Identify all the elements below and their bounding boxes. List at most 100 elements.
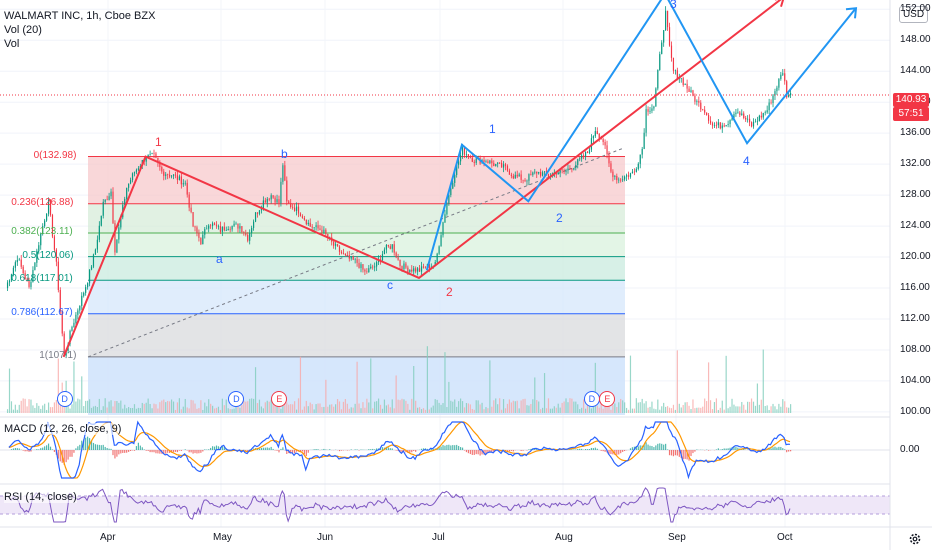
candle-body <box>700 102 702 110</box>
volume-bar <box>469 404 471 413</box>
dividend-marker[interactable]: D <box>228 391 245 407</box>
volume-bar <box>376 401 378 413</box>
candle-body <box>659 54 661 70</box>
earnings-marker[interactable]: E <box>271 391 288 407</box>
macd-histogram-bar <box>28 450 30 452</box>
candle-body <box>711 123 714 126</box>
macd-histogram-bar <box>579 448 581 450</box>
candle-body <box>473 161 475 163</box>
volume-bar <box>208 399 210 413</box>
candle-body <box>692 90 694 96</box>
macd-histogram-bar <box>368 449 370 450</box>
rsi-legend[interactable]: RSI (14, close) <box>4 491 77 503</box>
candle-body <box>333 241 335 246</box>
volume-bar <box>727 408 729 413</box>
volume-bar <box>526 405 528 413</box>
candle-body <box>372 266 374 268</box>
volume-bar <box>163 399 165 413</box>
candle-body <box>297 206 300 214</box>
candle-body <box>625 175 628 177</box>
candle-body <box>120 217 122 228</box>
macd-histogram-bar <box>620 450 622 454</box>
volume-bar <box>602 408 604 413</box>
macd-histogram-bar <box>672 450 675 457</box>
candle-body <box>766 110 768 113</box>
volume-bar <box>487 408 489 413</box>
volume-bar <box>299 356 302 413</box>
candle-body <box>342 253 345 254</box>
rsi-pane <box>0 487 890 523</box>
candle-body <box>323 229 325 233</box>
volume-bar <box>387 404 389 413</box>
candle-body <box>413 268 415 272</box>
macd-histogram-bar <box>51 449 54 450</box>
volume-bar <box>233 408 235 413</box>
candle-body <box>719 122 721 129</box>
volume-bar <box>584 408 587 413</box>
symbol-title[interactable]: WALMART INC, 1h, Cboe BZX <box>4 10 156 22</box>
volume-bar <box>159 402 161 413</box>
volume-bar <box>504 408 507 413</box>
candle-body <box>458 161 460 165</box>
candle-body <box>631 171 634 174</box>
volume-bar <box>174 409 177 413</box>
dividend-marker[interactable]: D <box>583 391 600 407</box>
volume-bar <box>73 361 75 413</box>
macd-legend[interactable]: MACD (12, 26, close, 9) <box>4 423 122 435</box>
macd-histogram-bar <box>260 447 263 450</box>
candle-body <box>272 195 274 198</box>
volume-bar <box>100 409 102 413</box>
candle-body <box>672 57 675 71</box>
macd-histogram-bar <box>165 450 167 454</box>
volume-bar <box>59 399 61 413</box>
candle-body <box>200 237 202 245</box>
price-tick-label: 104.00 <box>900 374 931 386</box>
volume-legend: Vol (20) <box>4 24 42 36</box>
volume-bar <box>778 403 780 413</box>
volume-bar <box>424 409 427 413</box>
volume-bar <box>454 399 456 413</box>
macd-histogram-bar <box>295 450 298 452</box>
candle-body <box>721 125 723 129</box>
volume-bar <box>245 401 247 413</box>
candle-body <box>680 78 682 79</box>
candle-body <box>299 213 302 217</box>
volume-bar <box>405 400 407 413</box>
settings-gear-icon[interactable] <box>908 532 922 546</box>
macd-histogram-bar <box>305 450 307 457</box>
macd-histogram-bar <box>491 450 493 452</box>
fib-band <box>88 256 625 281</box>
price-tick-label: 120.00 <box>900 251 931 263</box>
macd-histogram-bar <box>141 447 143 450</box>
candle-body <box>241 226 243 233</box>
macd-histogram-bar <box>666 449 669 450</box>
candle-body <box>418 268 421 272</box>
macd-histogram-bar <box>725 448 727 450</box>
earnings-marker[interactable]: E <box>599 391 616 407</box>
macd-histogram-bar <box>81 440 83 450</box>
candle-body <box>104 199 106 202</box>
macd-histogram-bar <box>30 450 32 452</box>
dividend-marker[interactable]: D <box>56 391 73 407</box>
volume-bar <box>14 404 16 413</box>
volume-bar <box>641 398 643 413</box>
price-tick-label: 144.00 <box>900 65 931 77</box>
candle-body <box>450 188 452 196</box>
volume-bar <box>262 408 264 413</box>
candle-body <box>747 118 749 120</box>
candle-body <box>135 169 138 173</box>
candle-body <box>110 191 112 197</box>
candle-body <box>403 263 405 270</box>
macd-histogram-bar <box>729 447 731 450</box>
candle-body <box>417 268 419 272</box>
candle-body <box>307 222 309 225</box>
volume-bar <box>709 400 712 413</box>
macd-histogram-bar <box>256 448 259 450</box>
currency-button[interactable]: USD <box>899 6 928 23</box>
volume-bar <box>346 403 348 413</box>
candle-body <box>768 102 770 111</box>
candle-body <box>133 172 136 174</box>
volume-bar <box>366 398 368 413</box>
volume-bar <box>268 401 270 413</box>
